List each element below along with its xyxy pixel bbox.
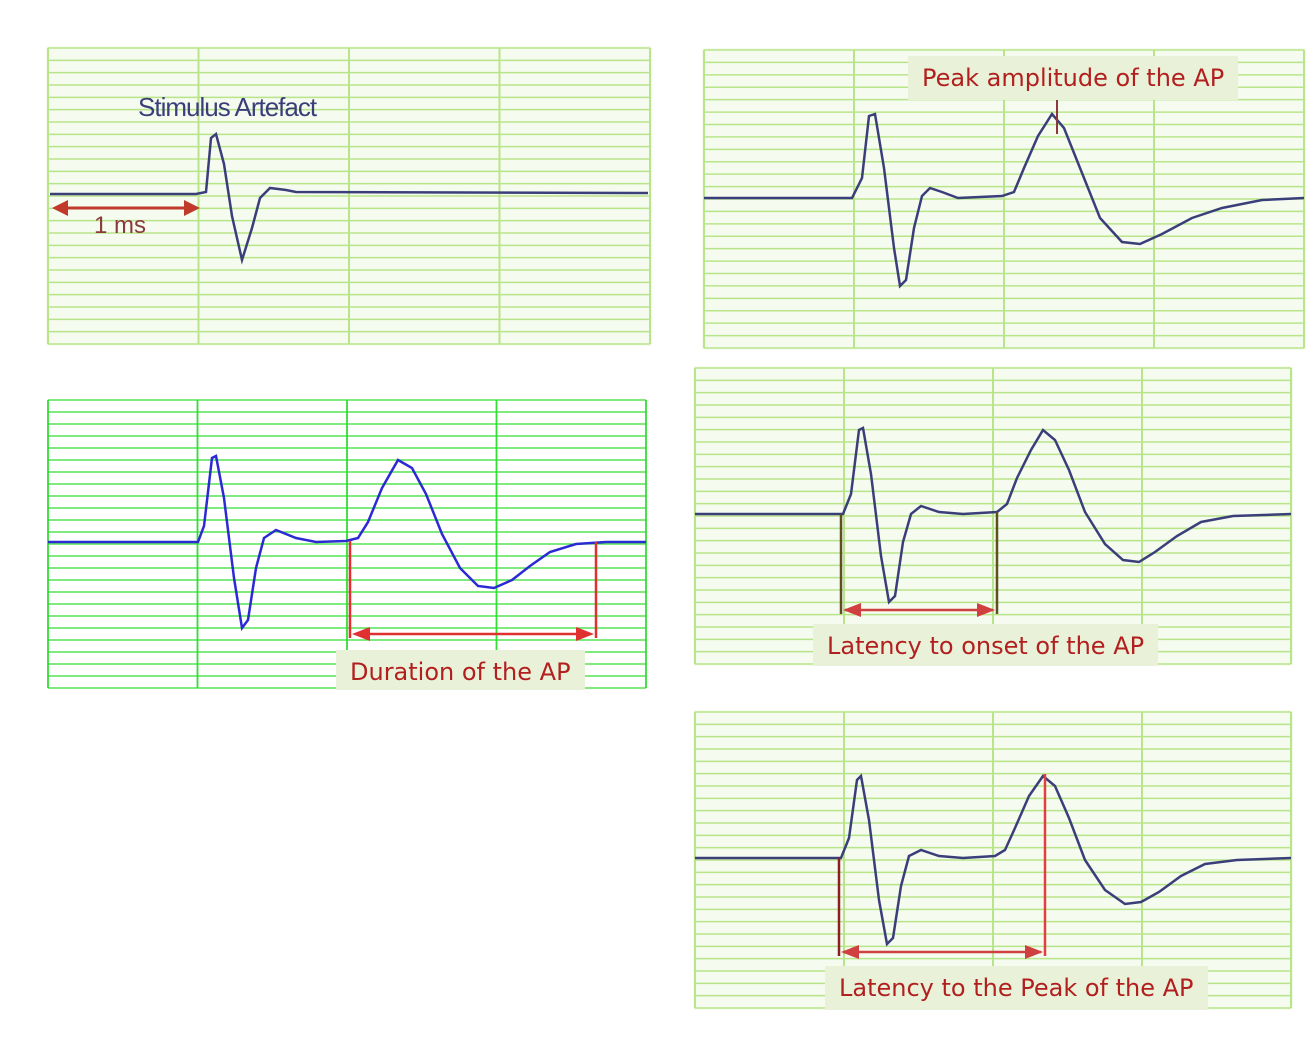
latency-onset-label: Latency to onset of the AP bbox=[813, 624, 1159, 666]
arrow-head-right bbox=[184, 200, 200, 216]
grid-lines bbox=[694, 367, 1292, 665]
trace-line bbox=[704, 111, 1305, 289]
latency-onset-plot bbox=[694, 367, 1292, 665]
arrow-head-left bbox=[843, 603, 861, 617]
trace-line bbox=[695, 773, 1292, 947]
duration-plot bbox=[47, 399, 647, 689]
peak-amplitude-panel: Peak amplitude of the AP bbox=[702, 48, 1306, 350]
trace-line bbox=[695, 426, 1292, 605]
trace-line bbox=[48, 454, 646, 632]
arrow-head-left bbox=[52, 200, 68, 216]
latency-peak-panel: Latency to the Peak of the AP bbox=[693, 710, 1293, 1010]
arrow-head-left bbox=[841, 945, 859, 959]
peak-amplitude-label: Peak amplitude of the AP bbox=[908, 56, 1239, 100]
arrow-head-left bbox=[352, 627, 370, 641]
arrow-head-right bbox=[576, 627, 594, 641]
one-ms-label: 1 ms bbox=[94, 212, 147, 239]
stimulus-artefact-panel: Stimulus Artefact 1 ms bbox=[46, 46, 652, 346]
duration-label: Duration of the AP bbox=[336, 650, 585, 690]
arrow-head-right bbox=[1025, 945, 1043, 959]
stimulus-artefact-label: Stimulus Artefact bbox=[138, 92, 317, 122]
trace-line bbox=[50, 131, 649, 265]
duration-panel: Duration of the AP bbox=[46, 398, 648, 690]
grid-lines bbox=[47, 399, 647, 689]
arrow-head-right bbox=[977, 603, 995, 617]
stimulus-artefact-plot bbox=[47, 47, 651, 345]
latency-peak-plot bbox=[694, 711, 1292, 1009]
grid-lines bbox=[47, 47, 651, 345]
latency-onset-panel: Latency to onset of the AP bbox=[693, 366, 1293, 666]
grid-lines bbox=[694, 711, 1292, 1009]
latency-peak-label: Latency to the Peak of the AP bbox=[825, 966, 1208, 1010]
